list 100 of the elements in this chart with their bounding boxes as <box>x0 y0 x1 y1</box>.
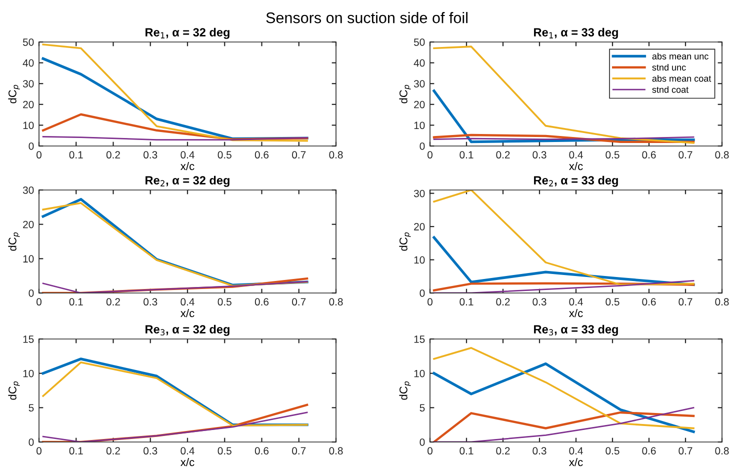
x-tick-label: 0.4 <box>569 151 583 159</box>
line-series <box>433 190 694 286</box>
line-series <box>42 404 308 442</box>
line-series <box>433 46 694 144</box>
x-tick-label: 0.1 <box>69 151 83 159</box>
x-tick-label: 0.1 <box>460 298 474 306</box>
x-tick-label: 0.7 <box>678 151 692 159</box>
x-tick-label: 0.8 <box>329 298 343 306</box>
x-tick-label: 0.7 <box>678 447 692 455</box>
y-tick-label: 0 <box>420 438 425 446</box>
x-tick-label: 0.6 <box>642 447 656 455</box>
y-tick-label: 10 <box>414 370 425 378</box>
x-tick-label: 0 <box>428 151 432 159</box>
x-tick-label: 0.8 <box>329 447 343 455</box>
y-tick-label: 50 <box>22 38 34 46</box>
chart-subtitle: Re$_{3}$, α = 33 deg <box>534 324 618 336</box>
y-tick-label: 30 <box>22 186 34 194</box>
x-tick-label: 0.8 <box>329 151 343 159</box>
y-axis-title: dC$_{p}$ <box>399 381 411 400</box>
text: Sensors on suction side of foil <box>266 12 468 24</box>
y-tick-label: 20 <box>414 100 425 108</box>
x-tick-label: 0.4 <box>569 298 583 306</box>
y-tick-label: 0 <box>28 438 34 446</box>
y-axis-title: dC$_{p}$ <box>8 84 20 104</box>
x-tick-label: 0.2 <box>496 151 510 159</box>
x-tick-label: 0.8 <box>715 298 729 306</box>
y-tick-label: 30 <box>22 80 34 88</box>
x-axis-title: x/c <box>180 162 194 170</box>
y-tick-label: 0 <box>420 290 425 297</box>
x-tick-label: 0.5 <box>606 447 620 455</box>
line-series <box>42 113 308 140</box>
x-tick-label: 0 <box>428 447 432 455</box>
y-tick-label: 10 <box>414 122 425 130</box>
chart-subtitle: Re$_{1}$, α = 33 deg <box>534 28 618 39</box>
y-axis-title: dC$_{p}$ <box>399 84 411 104</box>
x-tick-label: 0.3 <box>532 298 546 306</box>
x-axis-title: x/c <box>180 308 194 318</box>
y-axis-title: dC$_{p}$ <box>8 381 20 400</box>
x-tick-label: 0 <box>36 151 42 159</box>
line-series <box>432 282 695 292</box>
x-tick-label: 0.6 <box>254 151 269 159</box>
line-series <box>42 412 308 442</box>
x-tick-label: 0.5 <box>218 298 232 306</box>
x-tick-label: 0.4 <box>180 298 194 306</box>
x-axis-title: x/c <box>569 162 583 170</box>
chart-subtitle: Re$_{2}$, α = 33 deg <box>534 176 618 187</box>
x-tick-label: 0.2 <box>106 151 120 159</box>
line-series <box>42 44 308 142</box>
x-tick-label: 0.1 <box>460 151 474 159</box>
x-tick-label: 0.3 <box>144 298 158 306</box>
y-tick-label: 5 <box>28 404 34 412</box>
x-tick-label: 0.4 <box>180 447 194 455</box>
x-tick-label: 0.2 <box>496 298 510 306</box>
legend-label: stnd unc <box>652 64 686 71</box>
y-tick-label: 40 <box>22 59 34 67</box>
y-axis-title: dC$_{p}$ <box>8 232 20 251</box>
x-tick-label: 0.7 <box>292 298 306 306</box>
x-axis-title: x/c <box>569 458 583 466</box>
y-tick-label: 15 <box>23 336 34 343</box>
x-tick-label: 0.2 <box>106 298 120 306</box>
x-tick-label: 0.6 <box>254 298 269 306</box>
legend-label: abs mean coat <box>652 75 712 82</box>
y-tick-label: 10 <box>23 255 34 263</box>
y-tick-label: 40 <box>414 59 425 67</box>
x-tick-label: 0.6 <box>642 151 656 159</box>
x-tick-label: 0 <box>36 447 42 455</box>
x-tick-label: 0.5 <box>218 447 232 455</box>
y-tick-label: 20 <box>414 223 425 230</box>
line-series <box>42 277 308 293</box>
x-tick-label: 0.4 <box>180 151 194 159</box>
y-tick-label: 15 <box>414 336 425 343</box>
y-tick-label: 10 <box>414 256 425 264</box>
line-series <box>432 134 695 143</box>
chart-subtitle: Re$_{2}$, α = 32 deg <box>146 176 230 187</box>
y-axis-title: dC$_{p}$ <box>399 232 411 251</box>
y-tick-label: 0 <box>28 142 34 150</box>
x-tick-label: 0.8 <box>715 151 729 159</box>
line-series <box>433 347 694 430</box>
chart-subtitle: Re$_{1}$, α = 32 deg <box>146 28 230 39</box>
y-tick-label: 50 <box>414 38 425 46</box>
x-axis-title: x/c <box>180 458 194 466</box>
y-tick-label: 30 <box>414 80 425 88</box>
legend-label: stnd coat <box>652 86 689 93</box>
x-tick-label: 0 <box>428 298 432 306</box>
x-tick-label: 0.7 <box>678 298 692 306</box>
x-tick-label: 0.1 <box>69 447 83 455</box>
x-tick-label: 0.1 <box>460 447 474 455</box>
y-tick-label: 0 <box>28 290 34 297</box>
x-tick-label: 0.5 <box>606 151 620 159</box>
x-tick-label: 0.2 <box>106 447 120 455</box>
y-tick-label: 20 <box>23 100 34 108</box>
x-tick-label: 0.7 <box>292 151 306 159</box>
x-tick-label: 0.4 <box>569 447 583 455</box>
legend-label: abs mean unc <box>652 52 708 60</box>
x-tick-label: 0.7 <box>292 447 306 455</box>
x-axis-title: x/c <box>569 308 583 318</box>
line-series <box>432 362 695 434</box>
y-tick-label: 0 <box>420 142 425 150</box>
x-tick-label: 0.6 <box>254 447 269 455</box>
x-tick-label: 0.3 <box>144 151 158 159</box>
